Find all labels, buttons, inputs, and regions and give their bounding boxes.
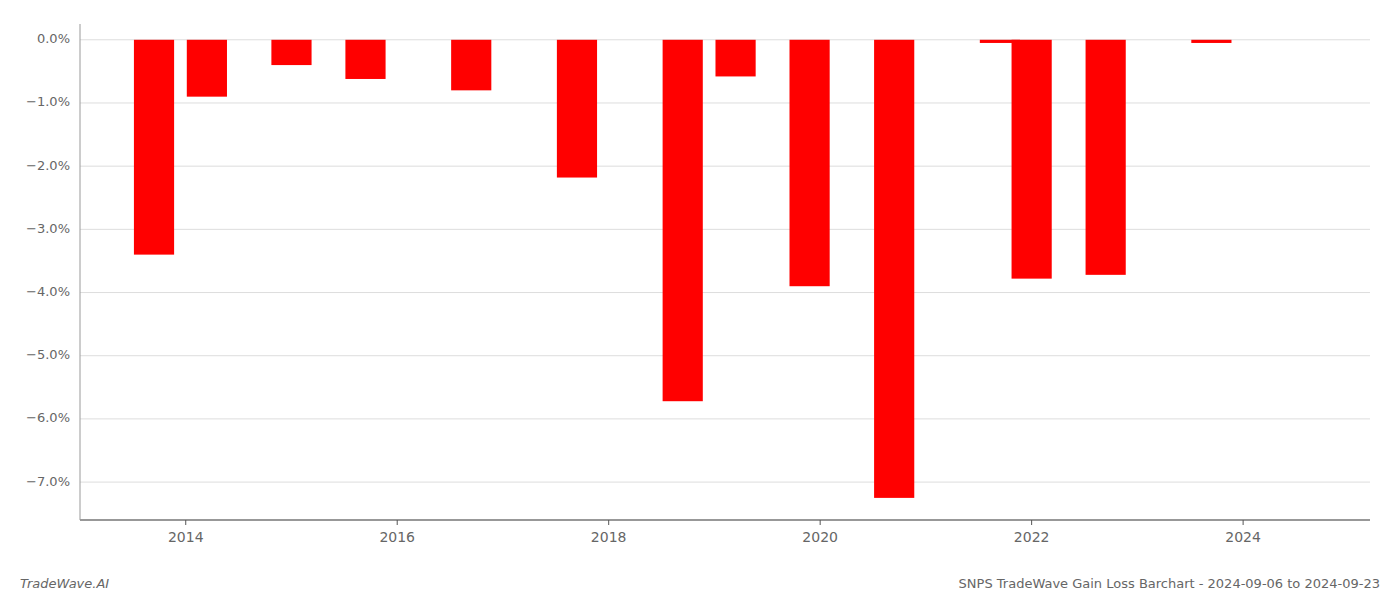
grid-line bbox=[80, 355, 1370, 356]
grid-line bbox=[80, 229, 1370, 230]
bar bbox=[790, 40, 830, 286]
bar bbox=[345, 40, 385, 79]
y-tick-label: −1.0% bbox=[26, 94, 70, 109]
x-tick bbox=[185, 520, 186, 525]
bar bbox=[187, 40, 227, 97]
y-tick-label: −5.0% bbox=[26, 347, 70, 362]
bar bbox=[271, 40, 311, 65]
y-tick-label: −4.0% bbox=[26, 284, 70, 299]
y-axis-line bbox=[80, 24, 81, 520]
bar bbox=[557, 40, 597, 178]
y-tick-labels: 0.0% −1.0% −2.0% −3.0% −4.0% −5.0% −6.0% −7.0% bbox=[26, 31, 70, 488]
bar bbox=[715, 40, 755, 77]
x-tick-label: 2020 bbox=[802, 529, 838, 545]
footer-left: TradeWave.AI bbox=[20, 576, 109, 591]
y-tick-label: 0.0% bbox=[37, 31, 70, 46]
x-tick-label: 2018 bbox=[591, 529, 627, 545]
x-tick-label: 2016 bbox=[379, 529, 415, 545]
chart: 0.0% −1.0% −2.0% −3.0% −4.0% −5.0% −6.0% −7.0% 2… bbox=[0, 0, 1400, 600]
x-ticks: 2014 2016 2018 2020 2022 2024 bbox=[168, 520, 1261, 545]
x-tick bbox=[820, 520, 821, 525]
x-tick-label: 2022 bbox=[1014, 529, 1050, 545]
bar bbox=[1086, 40, 1126, 275]
x-tick bbox=[1031, 520, 1032, 525]
y-tick-label: −6.0% bbox=[26, 410, 70, 425]
y-tick-label: −2.0% bbox=[26, 158, 70, 173]
bar bbox=[134, 40, 174, 255]
grid-line bbox=[80, 418, 1370, 419]
x-tick bbox=[397, 520, 398, 525]
x-tick-label: 2024 bbox=[1225, 529, 1261, 545]
y-tick-label: −7.0% bbox=[26, 474, 70, 489]
bar bbox=[874, 40, 914, 498]
y-grid bbox=[80, 40, 1370, 482]
footer-right: SNPS TradeWave Gain Loss Barchart - 2024… bbox=[959, 576, 1380, 591]
grid-line bbox=[80, 482, 1370, 483]
x-tick-label: 2014 bbox=[168, 529, 204, 545]
x-axis-line bbox=[80, 519, 1370, 520]
x-tick bbox=[608, 520, 609, 525]
x-tick bbox=[1243, 520, 1244, 525]
bar bbox=[451, 40, 491, 91]
bar bbox=[1012, 40, 1052, 279]
bars bbox=[134, 40, 1232, 498]
grid-line bbox=[80, 102, 1370, 103]
y-tick-label: −3.0% bbox=[26, 221, 70, 236]
grid-line bbox=[80, 166, 1370, 167]
bar bbox=[1191, 40, 1231, 43]
bar bbox=[663, 40, 703, 401]
grid-line bbox=[80, 292, 1370, 293]
background bbox=[0, 0, 1400, 600]
